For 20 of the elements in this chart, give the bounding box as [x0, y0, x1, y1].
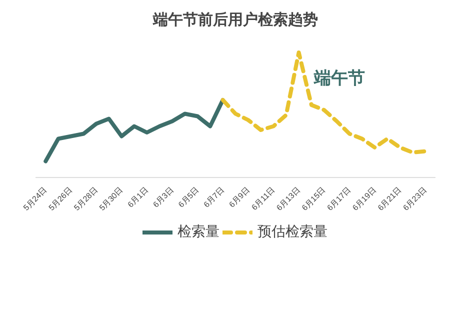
x-tick-label: 6月13日: [274, 185, 302, 212]
x-tick-label: 5月24日: [22, 185, 49, 212]
x-tick-label: 6月1日: [126, 185, 150, 210]
x-tick-label: 6月21日: [376, 185, 404, 212]
x-tick-label: 6月5日: [176, 185, 201, 210]
x-tick-label: 5月28日: [72, 185, 100, 212]
x-tick-label: 6月7日: [202, 185, 226, 210]
annotation: 端午节: [312, 68, 365, 88]
x-tick-label: 6月17日: [325, 185, 353, 212]
legend-label: 检索量: [178, 223, 220, 241]
x-tick-label: 6月23日: [401, 185, 429, 212]
x-tick-label: 5月26日: [47, 185, 74, 212]
x-tick-label: 6月3日: [151, 185, 176, 210]
x-tick-label: 6月19日: [350, 185, 378, 212]
x-tick-label: 6月9日: [227, 185, 252, 210]
chart-title: 端午节前后用户检索趋势: [152, 10, 318, 28]
x-tick-label: 6月15日: [300, 185, 328, 212]
x-tick-label: 6月11日: [250, 185, 277, 212]
x-tick-label: 5月30日: [98, 185, 125, 212]
legend-label: 预估检索量: [258, 223, 328, 241]
